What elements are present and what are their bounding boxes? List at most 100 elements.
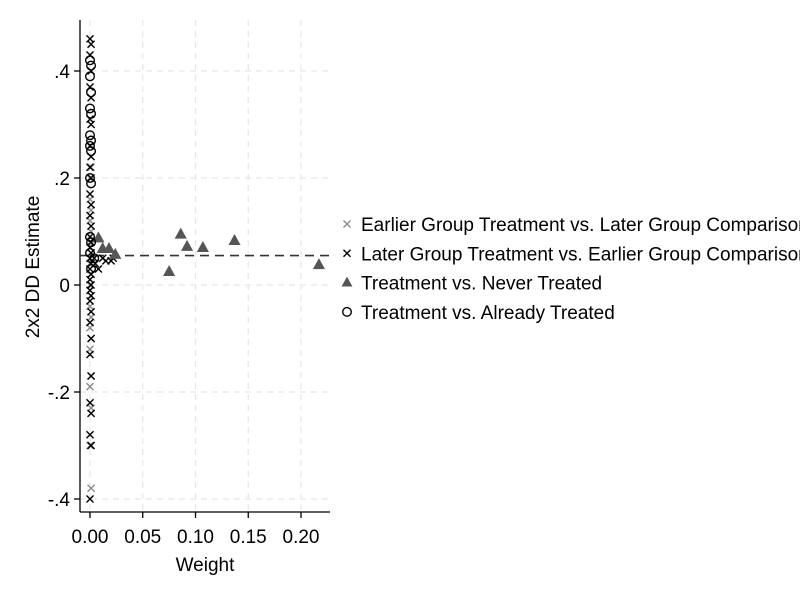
data-point [86, 441, 94, 450]
y-axis-title: 2x2 DD Estimate [23, 196, 44, 339]
legend-item: Treatment vs. Never Treated [341, 274, 602, 295]
data-point [312, 258, 325, 270]
data-point [87, 441, 96, 450]
marker-stroke [94, 264, 103, 273]
data-point [196, 240, 209, 252]
y-tick-label: .2 [54, 169, 70, 190]
marker-stroke [86, 398, 94, 407]
y-tick-label: -.2 [48, 383, 70, 404]
data-point [94, 264, 103, 273]
series-4 [84, 55, 100, 274]
data-point [86, 382, 94, 391]
data-point [84, 55, 95, 66]
data-point [87, 163, 96, 172]
data-point [84, 71, 95, 82]
legend-label: Treatment vs. Already Treated [361, 303, 615, 324]
data-point [86, 398, 94, 407]
marker-stroke [87, 200, 96, 209]
marker-stroke [86, 190, 94, 199]
marker-stroke [87, 222, 96, 231]
x-tick-label: 0.15 [230, 527, 267, 548]
axes: -.4 -.2 0 .2 .4 0.00 0.05 0.10 0.15 0.20 [48, 20, 330, 548]
data-point [87, 409, 96, 418]
data-point [109, 247, 122, 259]
data-point [86, 263, 97, 274]
data-point [181, 239, 194, 251]
y-tick-label: 0 [59, 276, 70, 297]
marker-stroke [343, 249, 351, 258]
marker-stroke [343, 220, 351, 228]
legend-marker [343, 220, 351, 228]
data-point [87, 307, 96, 316]
data-point [87, 120, 96, 129]
data-point [86, 211, 94, 220]
marker-stroke [87, 281, 96, 289]
data-point [84, 130, 95, 141]
marker-stroke [86, 211, 94, 220]
data-point [84, 140, 95, 151]
legend: Earlier Group Treatment vs. Later Group … [341, 215, 800, 324]
data-point [86, 87, 97, 98]
marker-stroke [87, 291, 96, 300]
x-tick-label: 0.00 [72, 527, 109, 548]
legend-item: Treatment vs. Already Treated [342, 303, 615, 324]
legend-marker [343, 249, 351, 258]
data-point [86, 178, 97, 189]
y-tick-label: .4 [54, 62, 70, 83]
data-point [228, 233, 241, 245]
data-point [87, 200, 96, 209]
data-point [89, 253, 100, 264]
marker-stroke [86, 430, 94, 439]
grid [80, 20, 330, 512]
legend-label: Later Group Treatment vs. Earlier Group … [361, 244, 800, 265]
marker-stroke [86, 318, 94, 327]
marker-stroke [87, 409, 96, 418]
marker-stroke [86, 441, 94, 450]
data-point [86, 163, 94, 172]
marker-stroke [87, 163, 96, 172]
y-tick-label: -.4 [48, 490, 71, 511]
data-point [86, 135, 97, 146]
data-point [92, 231, 105, 243]
data-point [86, 108, 97, 119]
series-3 [92, 227, 325, 277]
data-point [86, 318, 94, 327]
x-tick-label: 0.20 [283, 527, 320, 548]
data-point [86, 297, 94, 306]
data-point [84, 103, 95, 114]
data-point [87, 334, 96, 343]
data-point [102, 242, 116, 254]
data-point [86, 190, 94, 199]
data-point [86, 430, 94, 439]
marker-stroke [87, 484, 96, 493]
data-points [84, 34, 325, 503]
data-point [86, 495, 94, 503]
data-point [84, 172, 95, 183]
data-point [86, 350, 94, 359]
legend-marker [341, 276, 353, 287]
data-point [163, 265, 176, 277]
legend-label: Earlier Group Treatment vs. Later Group … [361, 215, 800, 236]
x-tick-label: 0.05 [124, 527, 161, 548]
x-tick-label: 0.10 [177, 527, 214, 548]
legend-item: Later Group Treatment vs. Earlier Group … [343, 244, 800, 265]
legend-label: Treatment vs. Never Treated [361, 274, 602, 295]
legend-item: Earlier Group Treatment vs. Later Group … [343, 215, 800, 236]
marker-stroke [87, 120, 96, 129]
data-point [174, 227, 187, 239]
data-point [87, 371, 96, 380]
marker-stroke [87, 441, 96, 450]
marker-stroke [86, 350, 94, 359]
data-point [87, 40, 96, 49]
marker-stroke [86, 382, 94, 391]
data-point [84, 231, 95, 242]
marker-stroke [86, 297, 94, 306]
data-point [86, 146, 97, 157]
marker-stroke [87, 371, 96, 380]
marker-stroke [87, 40, 96, 49]
marker-stroke [86, 163, 94, 172]
marker-stroke [87, 307, 96, 316]
marker-stroke [86, 495, 94, 503]
series-2 [86, 34, 118, 503]
